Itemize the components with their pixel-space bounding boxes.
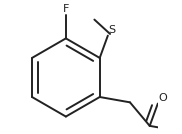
Text: O: O	[159, 93, 167, 103]
Text: S: S	[108, 25, 116, 35]
Text: F: F	[63, 4, 69, 14]
